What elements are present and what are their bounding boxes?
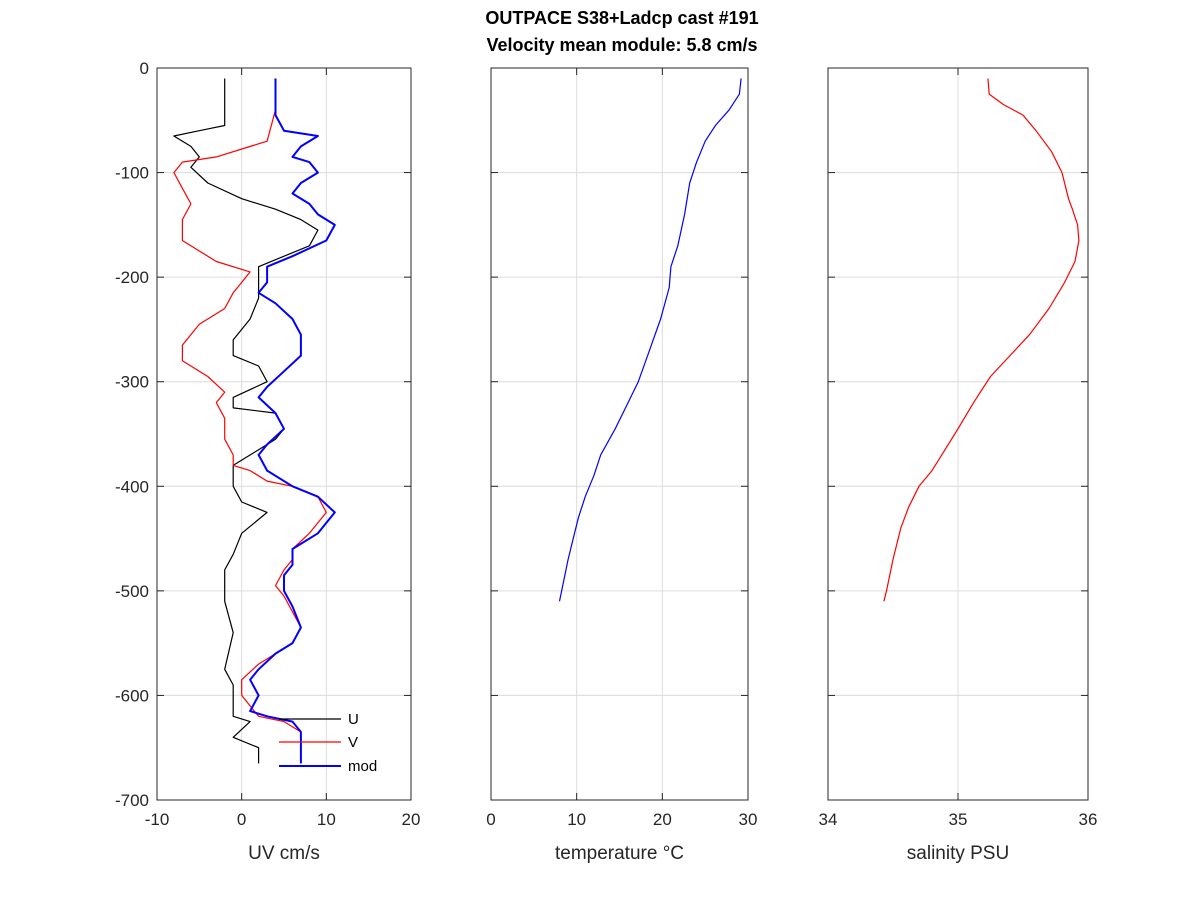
x-tick-label: 36 — [1079, 810, 1098, 829]
x-tick-label: 30 — [739, 810, 758, 829]
series-line-u — [173, 78, 319, 764]
series-line-profile-2 — [558, 78, 742, 602]
y-tick-label: -500 — [115, 582, 149, 601]
x-axis-label: UV cm/s — [248, 843, 320, 864]
legend-label-v: V — [348, 734, 358, 751]
figure-title: OUTPACE S38+Ladcp cast #191 — [485, 8, 758, 28]
panels: -10 0 10 200-100-200-300-400-500-600-700UV … — [115, 59, 1097, 864]
x-tick-label: 34 — [819, 810, 838, 829]
series-line-mod — [249, 78, 336, 764]
series-line-profile-3 — [883, 78, 1080, 602]
x-tick-label: -10 — [145, 810, 170, 829]
y-tick-label: -400 — [115, 477, 149, 496]
x-tick-label: 10 — [317, 810, 336, 829]
y-tick-label: -300 — [115, 373, 149, 392]
figure-subtitle: Velocity mean module: 5.8 cm/s — [486, 35, 757, 55]
axes-frame — [156, 67, 412, 801]
x-tick-label: 0 — [237, 810, 246, 829]
y-tick-label: -100 — [115, 164, 149, 183]
x-axis-label: salinity PSU — [907, 843, 1009, 864]
y-tick-label: 0 — [140, 59, 149, 78]
x-tick-label: 20 — [402, 810, 421, 829]
x-axis-label: temperature °C — [555, 843, 684, 864]
legend-label-mod: mod — [348, 758, 377, 775]
x-tick-label: 20 — [653, 810, 672, 829]
x-tick-label: 0 — [486, 810, 495, 829]
y-tick-label: -700 — [115, 791, 149, 810]
x-tick-label: 35 — [949, 810, 968, 829]
legend-label-u: U — [348, 711, 359, 728]
panel-3: 34 35 36 salinity PSU — [819, 67, 1098, 864]
axes-frame — [490, 67, 749, 801]
y-tick-label: -200 — [115, 268, 149, 287]
x-tick-label: 10 — [567, 810, 586, 829]
y-tick-label: -600 — [115, 686, 149, 705]
panel-1: -10 0 10 200-100-200-300-400-500-600-700UV … — [115, 59, 420, 864]
panel-2: 0 10 20 30 temperature °C — [486, 67, 758, 864]
